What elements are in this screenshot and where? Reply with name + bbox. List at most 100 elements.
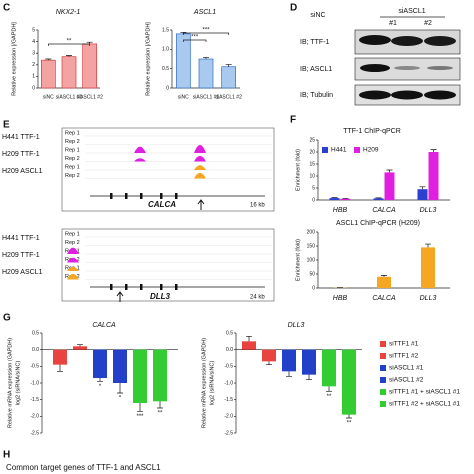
band [394, 66, 420, 70]
band [427, 66, 453, 70]
scale-label: 16 kb [250, 203, 265, 209]
error-bar [137, 403, 143, 412]
y-tick-label: 1.5 [162, 27, 169, 33]
y-axis-label: log2 (siRNA/siNC) [209, 361, 215, 406]
y-tick-label: 2 [32, 62, 35, 68]
bar [153, 349, 167, 402]
chart-title: DLL3 [288, 322, 305, 329]
exon [125, 193, 128, 199]
exon [110, 284, 113, 290]
chart-title: CALCA [92, 322, 116, 329]
track-frame [61, 228, 275, 302]
blot-row: IB; TTF-1 [300, 39, 330, 46]
error-bar [157, 401, 163, 409]
y-tick-label: 3 [32, 51, 35, 57]
error-bar [326, 386, 332, 392]
legend-swatch [380, 389, 386, 395]
chart: ASCL1 Relative expression [/GAPDH] 0 0.5 1.0… [145, 9, 242, 100]
y-axis-label: Enrichment (fold) [295, 149, 301, 191]
significance: * [119, 396, 122, 402]
y-tick-label: 25 [309, 137, 315, 143]
chart: NKX2-1 Relative expression [/GAPDH] 0 1 2 3 4 5… [11, 9, 103, 100]
y-tick-label: 150 [307, 243, 316, 249]
band [424, 36, 456, 46]
track-peak [67, 247, 79, 254]
significance: *** [202, 28, 210, 34]
exon [125, 284, 128, 290]
legend-label: siTTF1 #2 [389, 353, 419, 360]
chart-title: NKX2-1 [56, 9, 81, 16]
bar [61, 56, 77, 89]
track-sample: H209 ASCL1 [2, 168, 43, 175]
caption: Common target genes of TTF-1 and ASCL1 [6, 463, 161, 472]
bar [373, 198, 384, 200]
y-tick-label: 20 [309, 149, 315, 155]
bar [421, 247, 435, 288]
blot-column: siNC [310, 12, 325, 19]
blot [354, 16, 461, 106]
bar [342, 349, 356, 415]
track-rep: Rep 1 [65, 130, 80, 136]
bar [322, 349, 336, 387]
y-tick-label: -1.5 [30, 397, 39, 403]
bar [82, 43, 98, 89]
exon [175, 284, 178, 290]
error-bar [430, 149, 437, 152]
bar [282, 349, 296, 372]
significance: *** [136, 414, 144, 420]
exon [175, 193, 178, 199]
track-peak [67, 273, 79, 280]
y-tick-label: 1.0 [162, 47, 169, 53]
error-bar [386, 169, 393, 173]
error-bar [225, 64, 232, 67]
track-rep: Rep 2 [65, 139, 80, 145]
legend-label: siTTF1 #1 + siASCL1 #1 [389, 389, 460, 396]
error-bar [246, 335, 252, 342]
legend-swatch [354, 147, 360, 153]
error-bar [77, 344, 83, 347]
y-tick-label: 5 [312, 185, 315, 191]
error-bar [346, 414, 352, 419]
y-axis-label: Relative mRNA expression (GAPDH) [7, 338, 13, 428]
y-axis-label: Enrichment (fold) [295, 239, 301, 281]
chart-title: TTF-1 ChIP-qPCR [343, 128, 401, 135]
legend-swatch [380, 353, 386, 359]
chart: ASCL1 ChIP-qPCR (H209) Enrichment (fold) 0… [295, 220, 450, 302]
y-tick-label: 0 [312, 285, 315, 291]
x-tick-label: HBB [333, 295, 348, 302]
x-tick-label: siNC [178, 94, 189, 100]
bracket [47, 43, 91, 46]
error-bar [419, 186, 426, 190]
y-tick-label: 0 [166, 85, 169, 91]
arrow [197, 199, 205, 210]
panel-label: D [290, 3, 297, 14]
y-tick-label: 0.0 [226, 347, 233, 353]
x-tick-label: siASCL1 #2 [76, 94, 103, 100]
y-tick-label: 5 [32, 27, 35, 33]
x-tick-label: siASCL1 #1 [56, 94, 83, 100]
bar [417, 189, 428, 200]
legend-swatch [322, 147, 328, 153]
y-tick-label: 0.5 [32, 330, 39, 336]
panel-label: C [3, 3, 10, 14]
bar [53, 349, 67, 365]
bar [113, 349, 127, 383]
legend-swatch [380, 377, 386, 383]
track-rep: Rep 2 [65, 156, 80, 162]
bar [340, 198, 351, 200]
exon [160, 284, 163, 290]
significance: *** [191, 35, 199, 41]
error-bar [117, 383, 123, 394]
legend-label: siTTF1 #2 + siASCL1 #1 [389, 401, 460, 408]
track-sample: H209 TTF-1 [2, 252, 40, 259]
y-tick-label: -2.0 [30, 414, 39, 420]
exon [160, 193, 163, 199]
significance: * [99, 384, 102, 390]
arrow [116, 291, 124, 302]
bar [262, 349, 276, 362]
band [360, 64, 390, 72]
gene-name: DLL3 [150, 292, 171, 301]
y-tick-label: 0.0 [32, 347, 39, 353]
bar [242, 341, 256, 350]
x-tick-label: HBB [333, 207, 348, 214]
